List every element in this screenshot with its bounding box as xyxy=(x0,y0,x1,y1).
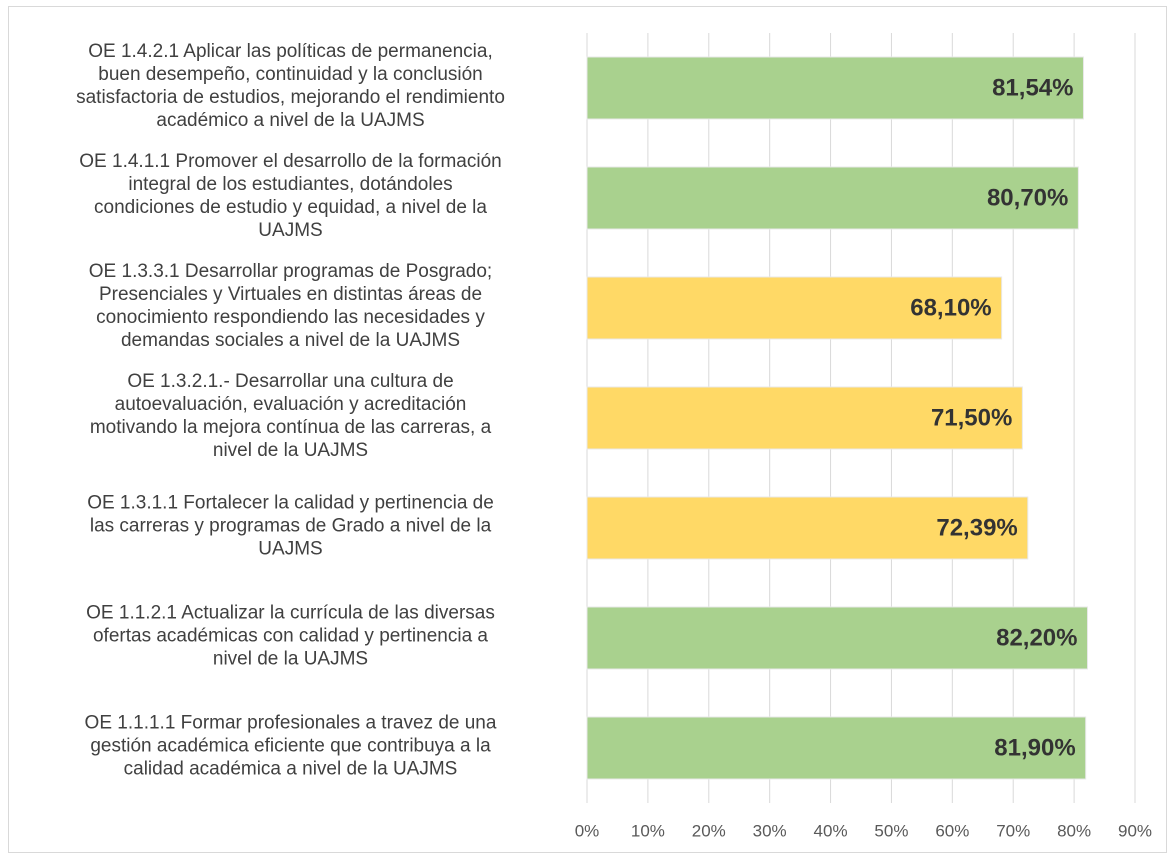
value-label: 68,10% xyxy=(910,294,991,321)
x-tick-label: 70% xyxy=(996,821,1030,840)
value-label: 80,70% xyxy=(987,184,1068,211)
bar xyxy=(586,496,1029,560)
bar xyxy=(586,606,1089,670)
y-tick-label: OE 1.4.2.1 Aplicar las políticas de perm… xyxy=(76,41,505,131)
x-tick-label: 10% xyxy=(631,821,665,840)
x-tick-label: 90% xyxy=(1118,821,1152,840)
y-tick-label: OE 1.3.1.1 Fortalecer la calidad y perti… xyxy=(87,492,494,560)
value-label: 72,39% xyxy=(936,514,1017,541)
y-tick-label: OE 1.1.2.1 Actualizar la currícula de la… xyxy=(86,602,495,670)
y-tick-label: OE 1.4.1.1 Promover el desarrollo de la … xyxy=(79,151,502,241)
bar xyxy=(586,56,1084,120)
bar xyxy=(586,166,1079,230)
x-tick-label: 30% xyxy=(753,821,787,840)
x-tick-label: 0% xyxy=(575,821,600,840)
bar xyxy=(586,386,1023,450)
x-tick-label: 60% xyxy=(935,821,969,840)
value-label: 82,20% xyxy=(996,624,1077,651)
y-tick-label: OE 1.3.2.1.- Desarrollar una cultura de … xyxy=(89,371,492,461)
x-tick-label: 50% xyxy=(874,821,908,840)
y-tick-label: OE 1.3.3.1 Desarrollar programas de Posg… xyxy=(88,261,493,351)
value-label: 71,50% xyxy=(931,404,1012,431)
value-label: 81,54% xyxy=(992,74,1073,101)
bar xyxy=(586,716,1087,780)
y-tick-label: OE 1.1.1.1 Formar profesionales a travez… xyxy=(84,712,497,780)
x-tick-label: 20% xyxy=(692,821,726,840)
value-label: 81,90% xyxy=(994,734,1075,761)
bar xyxy=(586,276,1003,340)
x-tick-label: 40% xyxy=(814,821,848,840)
x-tick-label: 80% xyxy=(1057,821,1091,840)
